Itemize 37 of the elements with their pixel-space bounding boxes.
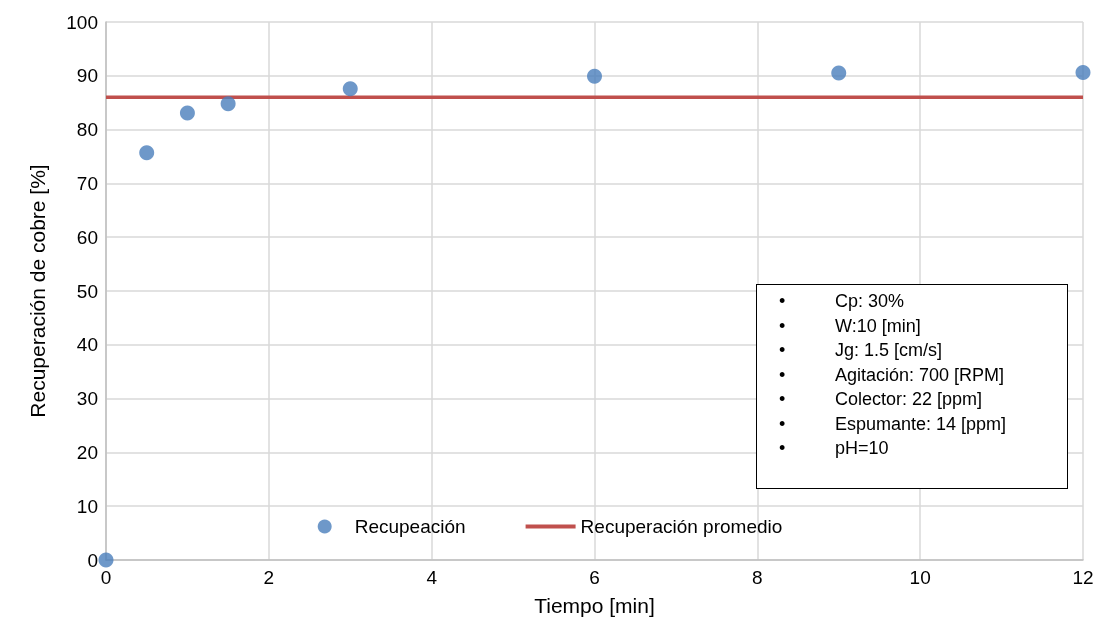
y-tick-label: 10 (76, 495, 98, 517)
annotation: • Agitación: 700 [RPM] (779, 363, 1006, 387)
x-tick-label: 2 (263, 567, 275, 588)
y-tick-label: 80 (76, 119, 98, 141)
y-axis-title: Recuperación de cobre [%] (26, 164, 49, 418)
annotation: • Colector: 22 [ppm] (779, 388, 984, 411)
annotation: • Jg: 1.5 [cm/s] (779, 339, 944, 362)
x-axis-title: Tiempo [min] (534, 594, 655, 617)
x-tick-label: 4 (426, 567, 438, 588)
point (98, 552, 114, 568)
y-tick-label: 90 (76, 65, 98, 87)
legend-label: Recuperación promedio (580, 516, 783, 537)
point (220, 96, 236, 112)
point (342, 81, 358, 97)
y-tick-label: 100 (66, 11, 98, 33)
annotation: • Espumante: 14 [ppm] (779, 412, 1008, 436)
y-tick-label: 70 (76, 172, 98, 194)
x-tick-label: 6 (589, 567, 600, 588)
point (587, 68, 602, 84)
y-tick-label: 0 (87, 549, 98, 571)
y-tick-label: 50 (76, 280, 98, 302)
y-tick-label: 20 (76, 441, 98, 463)
point (1075, 65, 1091, 81)
annotation: • W:10 [min] (779, 314, 922, 338)
annotation: • Cp: 30% (779, 290, 906, 313)
x-tick-label: 10 (909, 567, 931, 588)
point (139, 145, 155, 161)
x-tick-label: 8 (752, 567, 763, 588)
point (179, 105, 195, 121)
annotation: • pH=10 (779, 437, 890, 460)
legend-label: Recupeación (354, 516, 466, 537)
y-tick-label: 30 (76, 388, 98, 410)
point (831, 65, 847, 81)
y-tick-label: 60 (76, 226, 98, 248)
x-tick-label: 0 (100, 567, 112, 588)
x-tick-label: 12 (1072, 567, 1094, 588)
y-tick-label: 40 (76, 334, 98, 356)
